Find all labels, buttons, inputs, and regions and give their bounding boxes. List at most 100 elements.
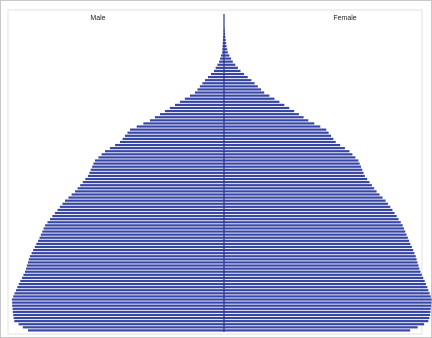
bar (224, 320, 429, 323)
bar (224, 159, 359, 162)
bar (82, 181, 224, 184)
bar (26, 267, 224, 270)
bar (224, 184, 372, 187)
bar (224, 57, 232, 60)
bar (21, 276, 225, 279)
bar (24, 270, 225, 273)
bar (27, 329, 225, 332)
bar (224, 289, 429, 292)
bar (136, 125, 224, 128)
bar (184, 97, 224, 100)
bar (224, 106, 290, 110)
bar (213, 69, 224, 73)
bar (224, 264, 419, 267)
bar (224, 100, 280, 103)
bar (80, 184, 224, 187)
bar (224, 190, 377, 193)
bar (68, 196, 224, 199)
bar (224, 316, 430, 320)
bar (38, 239, 225, 242)
bar (224, 85, 258, 88)
bar (39, 236, 225, 239)
bar (224, 125, 321, 128)
bar (119, 140, 224, 144)
bar (224, 119, 309, 122)
bar (224, 258, 417, 261)
bar (42, 230, 225, 233)
bar (224, 177, 368, 181)
bar (14, 292, 224, 295)
bar (224, 45, 227, 48)
bar (222, 42, 224, 45)
bar (224, 199, 386, 202)
bar (98, 156, 224, 159)
bar (224, 282, 427, 286)
bar (224, 245, 412, 249)
bar (224, 165, 361, 168)
bar (224, 174, 365, 178)
bar (20, 279, 224, 283)
bar (210, 72, 224, 76)
bar (220, 57, 224, 60)
bar (222, 48, 224, 51)
bar (224, 233, 407, 236)
bar (33, 248, 224, 252)
bar (224, 323, 425, 326)
bar (124, 134, 224, 137)
bar (224, 131, 329, 134)
bar (224, 51, 228, 54)
bar (224, 171, 364, 174)
bar (45, 224, 224, 227)
bar (149, 119, 224, 122)
bar (224, 147, 345, 150)
bar (224, 292, 430, 295)
bar (224, 82, 255, 85)
bar (199, 85, 224, 88)
bar (224, 286, 428, 289)
bar (90, 168, 224, 171)
bar (224, 215, 397, 218)
bar (94, 159, 224, 162)
bar (224, 307, 431, 310)
bar (54, 211, 224, 215)
bar (224, 137, 334, 140)
bar (29, 255, 224, 258)
bar (12, 310, 225, 313)
bar (12, 301, 225, 304)
side-label: Male (90, 15, 105, 22)
bar (224, 69, 241, 73)
bar (179, 100, 224, 103)
bar (36, 242, 225, 246)
bar (224, 224, 403, 227)
bar (207, 76, 224, 79)
bar (224, 310, 431, 313)
bar (57, 208, 225, 212)
bar (27, 261, 225, 264)
bar (224, 143, 341, 147)
bar (224, 261, 418, 264)
bar (52, 215, 224, 218)
bar (64, 199, 224, 202)
bar (101, 153, 224, 156)
bar (75, 190, 224, 193)
bar (189, 94, 224, 97)
bar (194, 91, 224, 94)
bar (224, 140, 336, 144)
bar (224, 122, 315, 125)
bar (143, 122, 224, 125)
bar (47, 221, 225, 224)
bar (224, 66, 238, 69)
bar (224, 187, 375, 190)
bar (224, 134, 331, 137)
bar (13, 316, 224, 320)
bar (224, 128, 327, 131)
bar (18, 323, 225, 326)
bar (224, 202, 388, 205)
bar (224, 79, 252, 82)
bar (93, 162, 225, 165)
bar (50, 218, 224, 221)
bar (130, 128, 224, 131)
bar (224, 193, 380, 196)
bar (219, 60, 224, 63)
bar (224, 221, 401, 224)
